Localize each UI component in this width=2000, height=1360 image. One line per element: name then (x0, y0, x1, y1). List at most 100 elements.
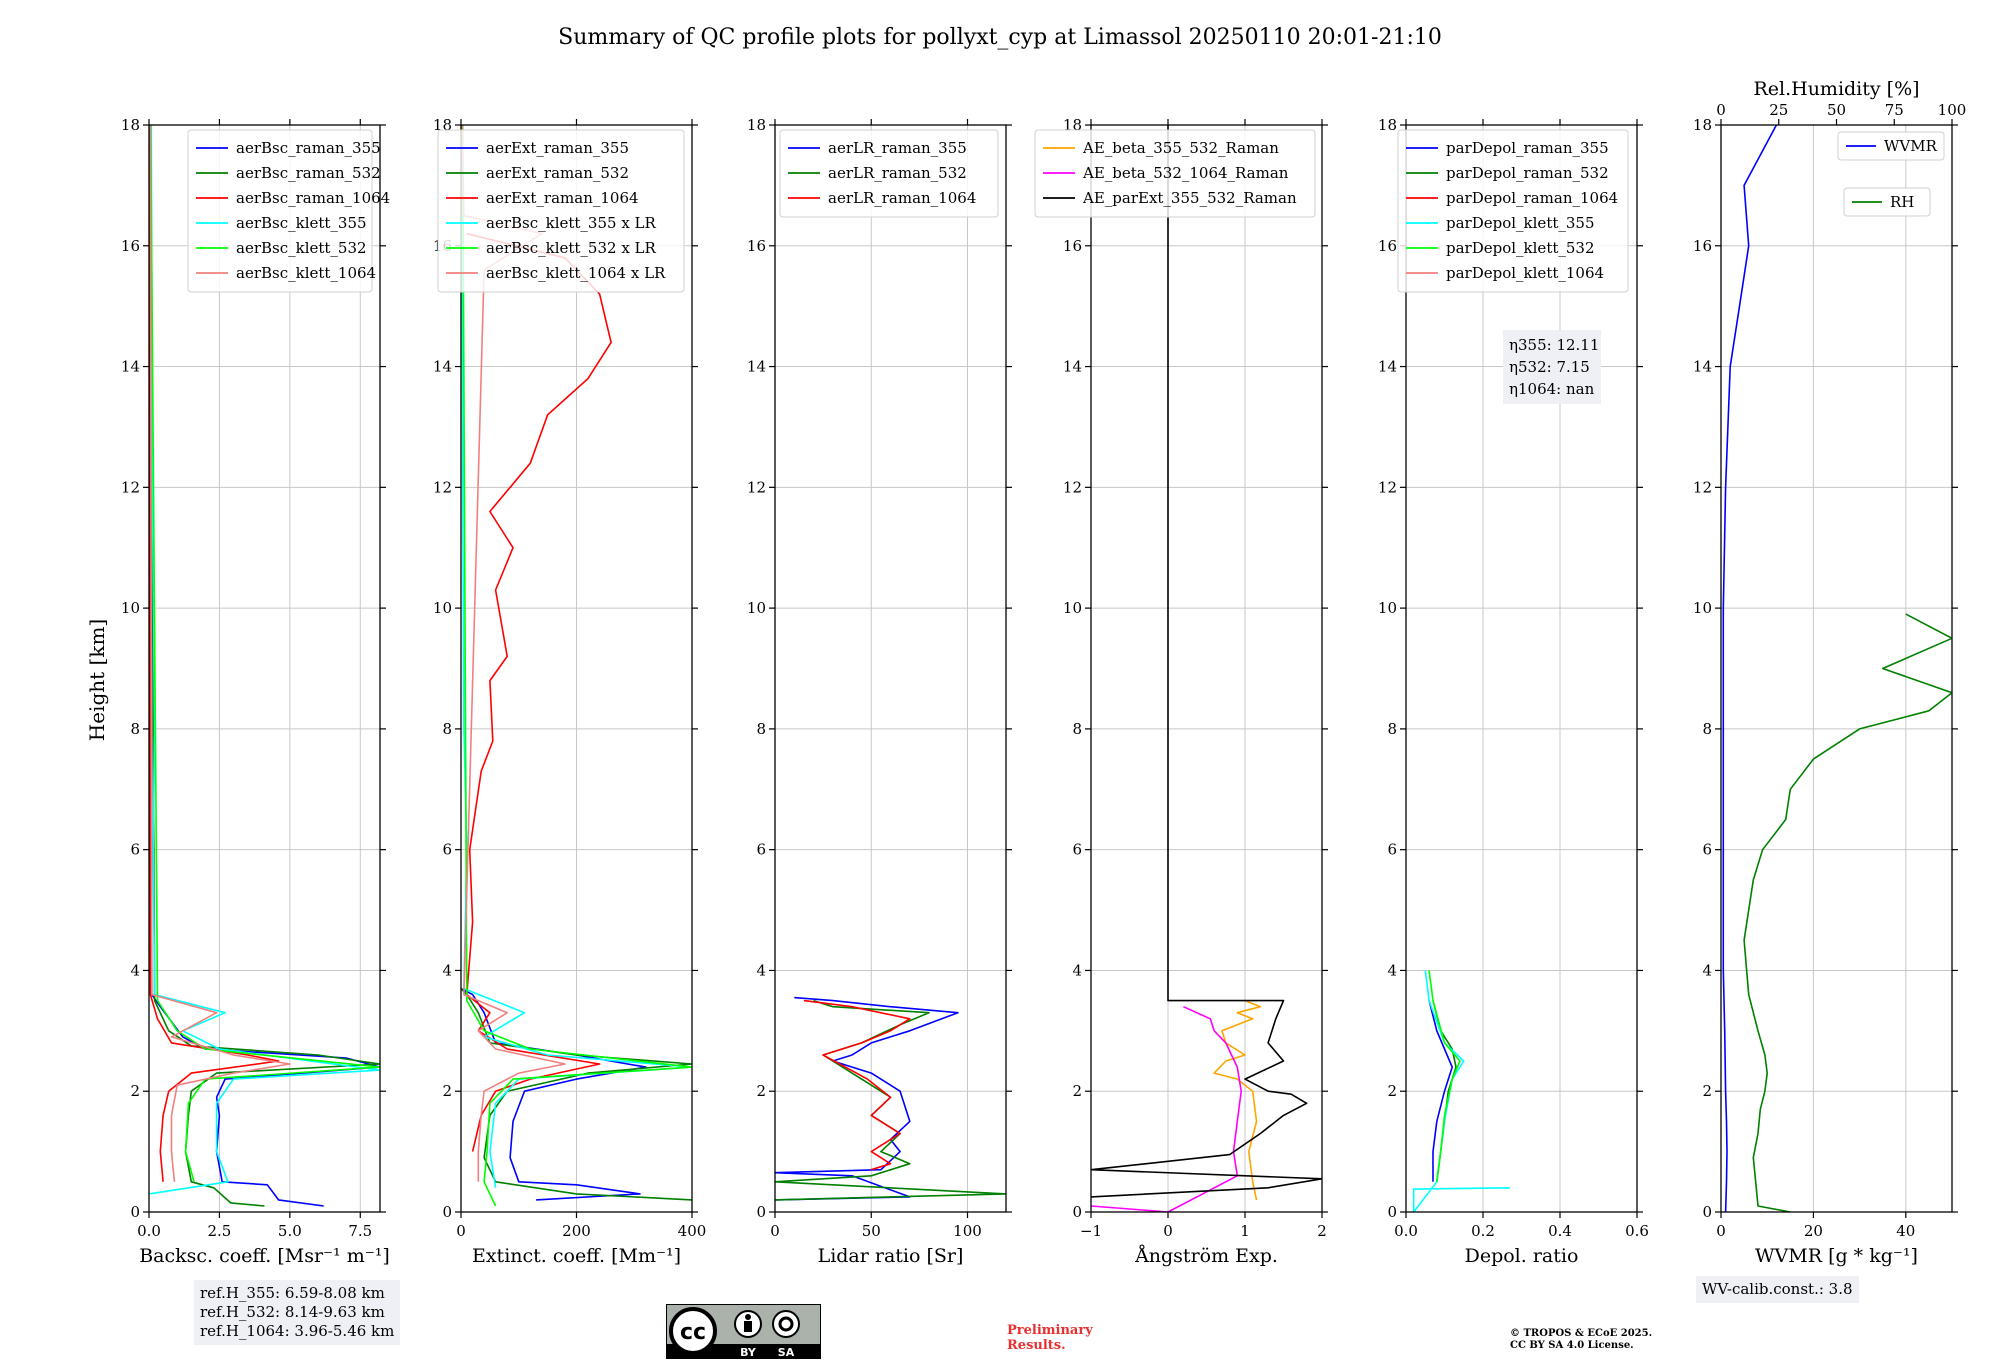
y-tick-label: 18 (121, 116, 140, 134)
x-tick-label: 2.5 (207, 1222, 231, 1240)
y-tick-label: 10 (433, 599, 452, 617)
y-tick-label: 8 (756, 720, 766, 738)
y-tick-label: 10 (1693, 599, 1712, 617)
legend-label: parDepol_raman_532 (1446, 164, 1609, 182)
x-tick-label: 0 (1716, 1222, 1726, 1240)
series-line-aerBsc_klett_532 (149, 125, 380, 1183)
y-tick-label: 0 (1702, 1203, 1712, 1221)
series-line-aerBsc_klett_532 x LR (461, 125, 692, 1207)
legend-RH: RH (1843, 187, 1931, 217)
y-tick-label: 16 (747, 237, 766, 255)
y-tick-label: 2 (1387, 1082, 1397, 1100)
legend-label: AE_beta_532_1064_Raman (1082, 164, 1289, 182)
y-tick-label: 18 (1693, 116, 1712, 134)
legend-box (1397, 129, 1629, 293)
axes-frame (1405, 124, 1638, 1213)
y-tick-label: 12 (433, 478, 452, 496)
legend-label: aerExt_raman_1064 (486, 189, 639, 207)
series-line-RH (1743, 613, 1952, 1212)
axes-frame (1090, 124, 1323, 1213)
x-axis-label: Backsc. coeff. [Msr⁻¹ m⁻¹] (139, 1245, 390, 1267)
legend-label: aerBsc_raman_355 (236, 139, 381, 157)
series-line-parDepol_klett_532 (1428, 970, 1461, 1182)
y-tick-label: 12 (121, 478, 140, 496)
copyright-line-2: CC BY SA 4.0 License. (1510, 1340, 1634, 1351)
x-tick-label: 0 (770, 1222, 780, 1240)
series-line-AE_beta_355_532_Raman (1213, 999, 1262, 1201)
y-tick-label: 18 (747, 116, 766, 134)
figure-title: Summary of QC profile plots for pollyxt_… (558, 25, 1442, 50)
legend: AE_beta_355_532_Raman AE_beta_532_1064_Ra… (1034, 129, 1316, 218)
legend-box (1843, 187, 1931, 217)
top-x-axis-label: Rel.Humidity [%] (1753, 78, 1919, 100)
axes-frame (1720, 124, 1953, 1213)
x-axis-label: Lidar ratio [Sr] (818, 1245, 964, 1267)
legend-box (1034, 129, 1316, 218)
legend-box (187, 129, 373, 293)
x-tick-label: 1 (1240, 1222, 1250, 1240)
x-tick-label: −1 (1080, 1222, 1102, 1240)
axes-frame (148, 124, 381, 1213)
x-tick-label: 0.6 (1625, 1222, 1649, 1240)
preliminary-line-1: Preliminary (1007, 1323, 1093, 1338)
sa-label: SA (778, 1346, 795, 1359)
y-tick-label: 14 (433, 358, 452, 376)
y-tick-label: 14 (1378, 358, 1397, 376)
top-x-tick-label: 0 (1716, 101, 1726, 119)
series-line-AE_beta_532_1064_Raman (1091, 1005, 1242, 1212)
y-tick-label: 12 (747, 478, 766, 496)
y-tick-label: 14 (747, 358, 766, 376)
series-group (1722, 125, 1952, 1212)
legend-label: AE_parExt_355_532_Raman (1082, 189, 1297, 207)
x-tick-label: 0.4 (1548, 1222, 1572, 1240)
legend-label: aerBsc_raman_532 (236, 164, 381, 182)
y-tick-label: 4 (1072, 961, 1082, 979)
series-group (149, 125, 380, 1207)
ref-height-532: ref.H_532: 8.14-9.63 km (200, 1303, 385, 1321)
y-tick-label: 12 (1063, 478, 1082, 496)
y-tick-label: 0 (442, 1203, 452, 1221)
legend-label: aerBsc_klett_532 x LR (486, 239, 657, 257)
y-tick-label: 10 (747, 599, 766, 617)
legend-label: aerBsc_klett_1064 (236, 264, 376, 282)
y-tick-label: 8 (130, 720, 140, 738)
legend: aerBsc_raman_355 aerBsc_raman_532 aerBsc_r… (187, 129, 390, 293)
legend: parDepol_raman_355 parDepol_raman_532 parD… (1397, 129, 1629, 293)
y-tick-label: 4 (1702, 961, 1712, 979)
top-x-tick-label: 75 (1885, 101, 1904, 119)
y-tick-label: 0 (756, 1203, 766, 1221)
y-tick-label: 10 (1063, 599, 1082, 617)
y-tick-label: 16 (1378, 237, 1397, 255)
y-tick-label: 0 (1387, 1203, 1397, 1221)
y-tick-label: 10 (1378, 599, 1397, 617)
y-tick-label: 8 (1702, 720, 1712, 738)
series-line-AE_parExt_355_532_Raman (1091, 125, 1322, 1198)
series-line-aerExt_raman_532 (461, 988, 692, 1201)
series-line-aerExt_raman_1064 (465, 232, 612, 1152)
top-x-tick-label: 25 (1769, 101, 1788, 119)
y-tick-label: 6 (442, 841, 452, 859)
preliminary-results-note: Preliminary Results. (1007, 1323, 1093, 1353)
chart-panel-bsc: 0.0 2.5 5.0 7.5 0 2 4 6 8 10 12 14 16 18 Backsc. coeff… (121, 116, 390, 1267)
x-tick-label: 5.0 (278, 1222, 302, 1240)
y-tick-label: 14 (1063, 358, 1082, 376)
y-tick-label: 6 (756, 841, 766, 859)
wv-calibration-box: WV-calib.const.: 3.8 (1696, 1276, 1859, 1303)
legend-WVMR: WVMR (1837, 131, 1945, 161)
chart-panel-wv: 0 20 40 0 2 4 6 8 10 12 14 16 18 WVMR [g * kg⁻¹] 0 25 50… (1693, 78, 1966, 1267)
x-tick-label: 400 (678, 1222, 707, 1240)
y-tick-label: 8 (1387, 720, 1397, 738)
axes-frame (774, 124, 1007, 1213)
x-tick-label: 50 (862, 1222, 881, 1240)
legend-label: parDepol_raman_1064 (1446, 189, 1618, 207)
legend-box (437, 129, 685, 293)
legend-label: aerBsc_klett_355 x LR (486, 214, 657, 232)
y-tick-label: 8 (442, 720, 452, 738)
legend-label: aerLR_raman_1064 (828, 189, 976, 207)
copyright-note: © TROPOS & ECoE 2025. CC BY SA 4.0 Licen… (1510, 1328, 1652, 1352)
legend: aerLR_raman_355 aerLR_raman_532 aerLR_rama… (779, 129, 999, 218)
series-line-aerBsc_klett_1064 (149, 125, 291, 1182)
y-tick-label: 6 (1072, 841, 1082, 859)
y-tick-label: 16 (1693, 237, 1712, 255)
x-tick-label: 0 (1163, 1222, 1173, 1240)
